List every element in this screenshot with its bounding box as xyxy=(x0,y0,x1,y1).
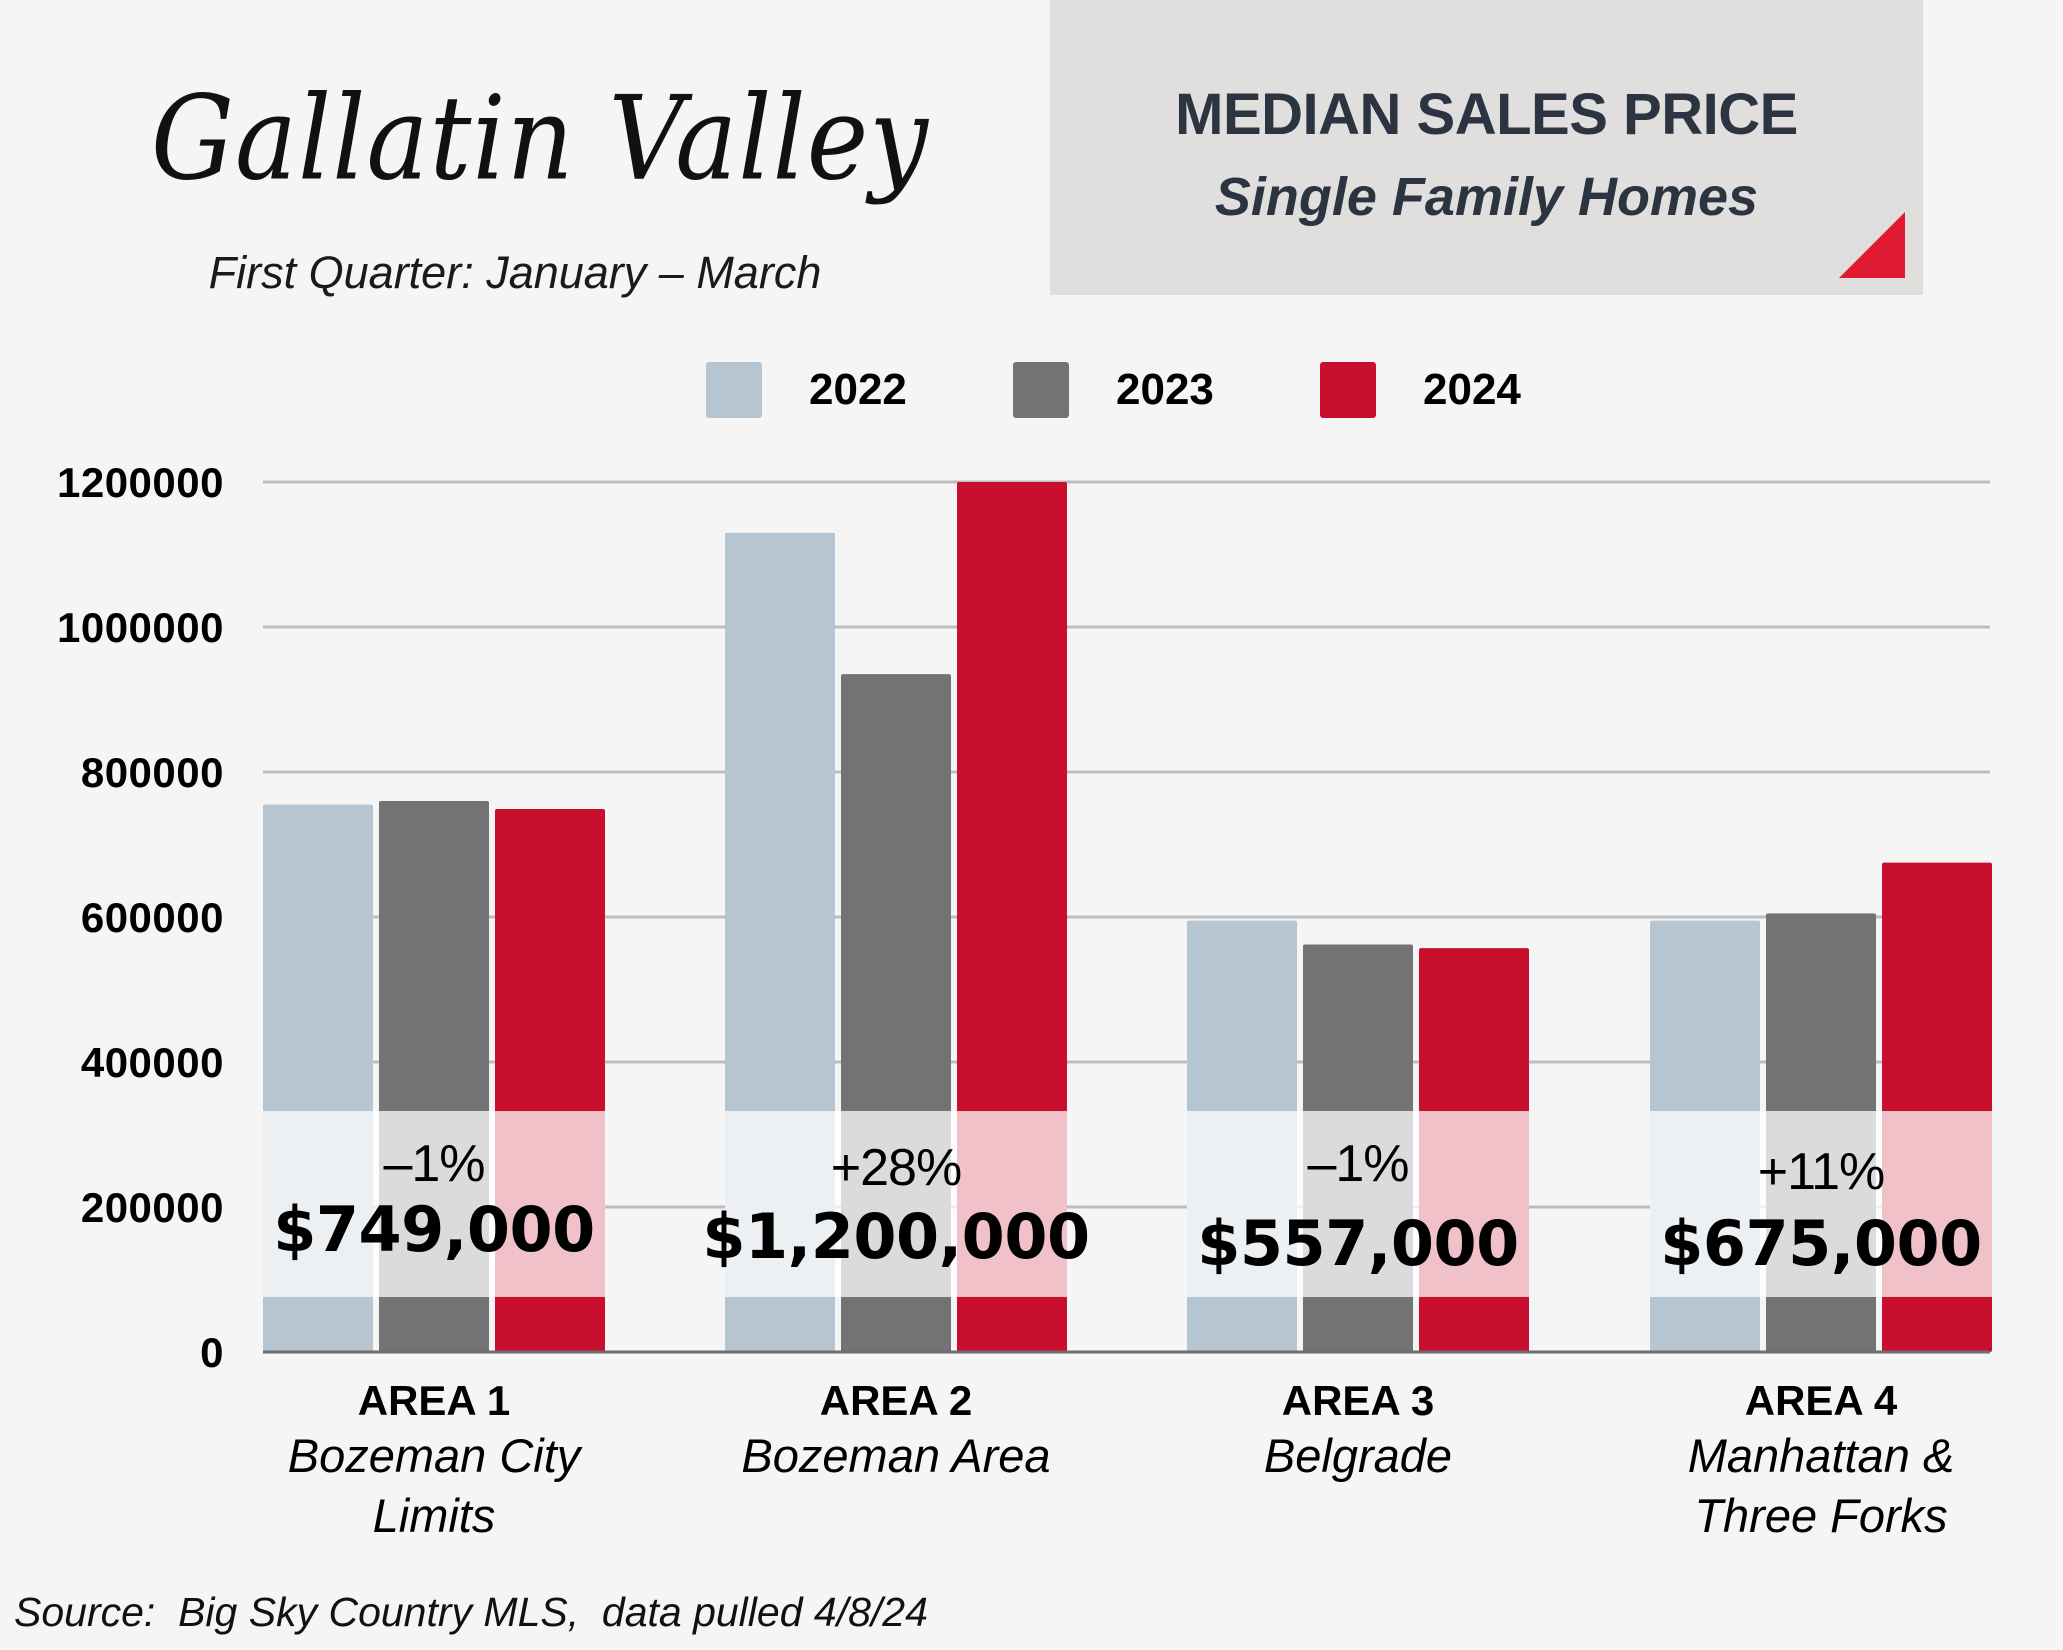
price-2024-label: $557,000 xyxy=(1197,1207,1519,1280)
x-category-sublabel: Bozeman City xyxy=(287,1429,581,1482)
x-category-label: AREA 2 xyxy=(819,1377,973,1424)
x-category-sublabel: Manhattan & xyxy=(1687,1429,1955,1482)
y-tick-label: 1200000 xyxy=(56,459,224,506)
x-category-sublabel: Belgrade xyxy=(1263,1429,1453,1482)
page-title: Gallatin Valley xyxy=(150,69,930,207)
legend-item-2022: 2022 xyxy=(706,361,907,418)
legend-swatch-2023 xyxy=(1013,361,1069,418)
price-2024-label: $675,000 xyxy=(1660,1207,1982,1280)
annotation-box-area-4 xyxy=(1650,1111,1992,1297)
chart-title-box: MEDIAN SALES PRICE Single Family Homes xyxy=(1050,0,1923,295)
annotation-box-area-3 xyxy=(1187,1111,1529,1297)
percent-change-label: +11% xyxy=(1757,1143,1886,1201)
page-subtitle: First Quarter: January – March xyxy=(208,247,822,298)
legend-swatch-2022 xyxy=(706,361,762,418)
source-note: Source: Big Sky Country MLS, data pulled… xyxy=(14,1589,928,1635)
x-category-sublabel: Limits xyxy=(372,1489,496,1542)
legend-label-2024: 2024 xyxy=(1423,364,1521,414)
x-category-label: AREA 3 xyxy=(1281,1377,1435,1424)
x-category-label: AREA 1 xyxy=(357,1377,511,1424)
annotation-box-area-1 xyxy=(263,1111,605,1297)
y-tick-label: 600000 xyxy=(80,894,224,941)
corner-triangle-icon xyxy=(1839,212,1905,278)
y-tick-label: 400000 xyxy=(80,1039,224,1086)
percent-change-label: –1% xyxy=(383,1135,485,1193)
x-category-label: AREA 4 xyxy=(1744,1377,1898,1424)
price-2024-label: $1,200,000 xyxy=(702,1200,1090,1273)
y-tick-label: 200000 xyxy=(80,1184,224,1231)
legend-label-2022: 2022 xyxy=(809,364,907,414)
chart-subtitle: Single Family Homes xyxy=(1214,167,1759,227)
price-2024-label: $749,000 xyxy=(273,1193,595,1266)
legend-item-2023: 2023 xyxy=(1013,361,1214,418)
chart-title: MEDIAN SALES PRICE xyxy=(1175,82,1798,147)
y-tick-label: 0 xyxy=(200,1329,224,1376)
x-category-sublabel: Bozeman Area xyxy=(741,1429,1051,1482)
x-category-sublabel: Three Forks xyxy=(1694,1489,1948,1542)
y-tick-label: 800000 xyxy=(80,749,224,796)
annotation-box-area-2 xyxy=(725,1111,1067,1297)
percent-change-label: –1% xyxy=(1307,1135,1409,1193)
percent-change-label: +28% xyxy=(830,1139,962,1197)
legend-item-2024: 2024 xyxy=(1320,361,1521,418)
legend-swatch-2024 xyxy=(1320,361,1376,418)
legend-label-2023: 2023 xyxy=(1116,364,1214,414)
y-tick-label: 1000000 xyxy=(56,604,224,651)
